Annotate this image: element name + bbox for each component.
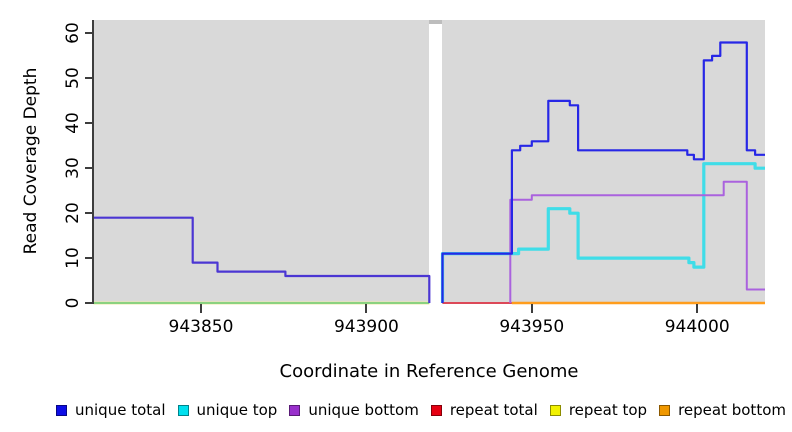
legend-item-repeat-total: repeat total: [430, 401, 538, 419]
legend-item-unique-bottom: unique bottom: [289, 401, 419, 419]
series-line-unique-total: [93, 216, 431, 303]
legend-swatch-icon: [289, 404, 301, 416]
x-tick-label: 943900: [333, 317, 399, 337]
legend-swatch-icon: [56, 404, 67, 416]
x-tick-label: 943950: [499, 317, 565, 337]
x-tick-label: 943850: [168, 317, 234, 337]
y-tick-label: 10: [62, 247, 83, 269]
legend-label: unique top: [196, 401, 278, 419]
y-tick-mark: [84, 77, 92, 80]
legend-swatch-icon: [549, 404, 561, 416]
legend-label: repeat total: [449, 401, 538, 419]
y-tick-label: 50: [62, 67, 83, 90]
legend-item-repeat-bottom: repeat bottom: [659, 401, 786, 419]
x-tick-mark: [530, 304, 533, 313]
x-tick-mark: [365, 304, 368, 313]
no-data-gap-band: [429, 19, 443, 304]
series-line-unique-total: [441, 41, 765, 303]
legend-label: repeat top: [568, 401, 648, 419]
legend-label: unique total: [75, 401, 166, 419]
x-tick-mark: [696, 304, 699, 313]
y-tick-mark: [84, 302, 92, 304]
y-tick-mark: [84, 32, 92, 35]
y-axis-title: Read Coverage Depth: [21, 67, 41, 255]
legend-label: repeat bottom: [678, 401, 786, 419]
y-tick-label: 30: [62, 157, 83, 180]
legend-label: unique bottom: [308, 401, 419, 419]
y-tick-mark: [84, 122, 92, 125]
y-tick-mark: [84, 167, 92, 170]
series-line-unique-top: [440, 162, 765, 303]
x-tick-mark: [200, 304, 202, 313]
y-tick-label: 20: [62, 202, 83, 224]
y-tick-mark: [84, 212, 92, 215]
no-data-gap-cap: [429, 19, 443, 24]
x-tick-label: 944000: [664, 317, 730, 337]
legend-item-unique-total: unique total: [56, 401, 166, 419]
y-tick-mark: [84, 257, 92, 260]
y-tick-label: 40: [62, 112, 83, 135]
y-tick-label: 0: [62, 297, 83, 309]
legend-swatch-icon: [430, 404, 442, 416]
legend-swatch-icon: [659, 404, 671, 416]
legend: unique total unique top unique bottom repea…: [56, 401, 786, 419]
legend-item-unique-top: unique top: [177, 401, 278, 419]
y-axis-line: [91, 20, 94, 304]
series-line-unique-bottom: [509, 180, 765, 303]
legend-swatch-icon: [177, 404, 189, 416]
y-tick-label: 60: [62, 22, 83, 45]
legend-item-repeat-top: repeat top: [549, 401, 648, 419]
x-axis-title: Coordinate in Reference Genome: [279, 361, 579, 382]
